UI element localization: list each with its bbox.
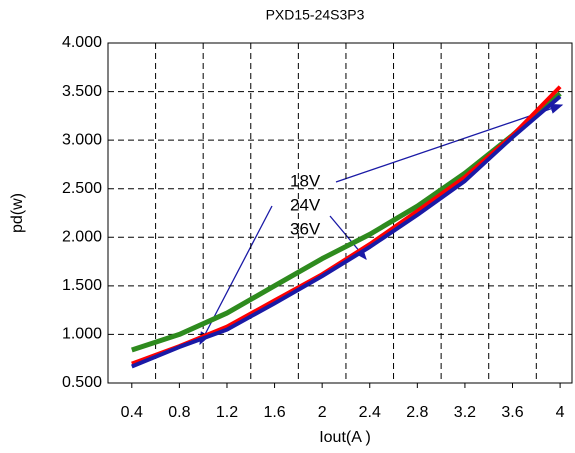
x-tick-label: 0.8 xyxy=(168,404,190,421)
x-tick-label: 2 xyxy=(318,404,327,421)
y-tick-label: 1.500 xyxy=(62,277,102,294)
arrow xyxy=(335,103,564,183)
y-tick-label: 2.500 xyxy=(62,180,102,197)
x-tick-label: 3.6 xyxy=(501,404,523,421)
y-tick-label: 0.500 xyxy=(62,374,102,391)
x-tick-label: 2.8 xyxy=(406,404,428,421)
y-tick-label: 2.000 xyxy=(62,229,102,246)
y-tick-label: 4.000 xyxy=(62,34,102,51)
x-tick-label: 4 xyxy=(556,404,565,421)
legend-label: 24V xyxy=(290,195,321,214)
y-tick-label: 3.000 xyxy=(62,131,102,148)
x-tick-label: 1.6 xyxy=(263,404,285,421)
legend-label: 36V xyxy=(290,219,321,238)
x-tick-label: 1.2 xyxy=(216,404,238,421)
y-tick-label: 1.000 xyxy=(62,326,102,343)
y-axis-label: pd(w) xyxy=(9,193,26,233)
x-tick-label: 3.2 xyxy=(454,404,476,421)
x-tick-label: 0.4 xyxy=(121,404,143,421)
x-axis-label: Iout(A ) xyxy=(319,429,371,446)
series-line xyxy=(131,94,562,369)
plot-frame xyxy=(107,42,573,384)
y-tick-label: 3.500 xyxy=(62,83,102,100)
chart-title: PXD15-24S3P3 xyxy=(266,7,365,23)
legend-label: 18V xyxy=(290,171,321,190)
x-tick-label: 2.4 xyxy=(359,404,381,421)
